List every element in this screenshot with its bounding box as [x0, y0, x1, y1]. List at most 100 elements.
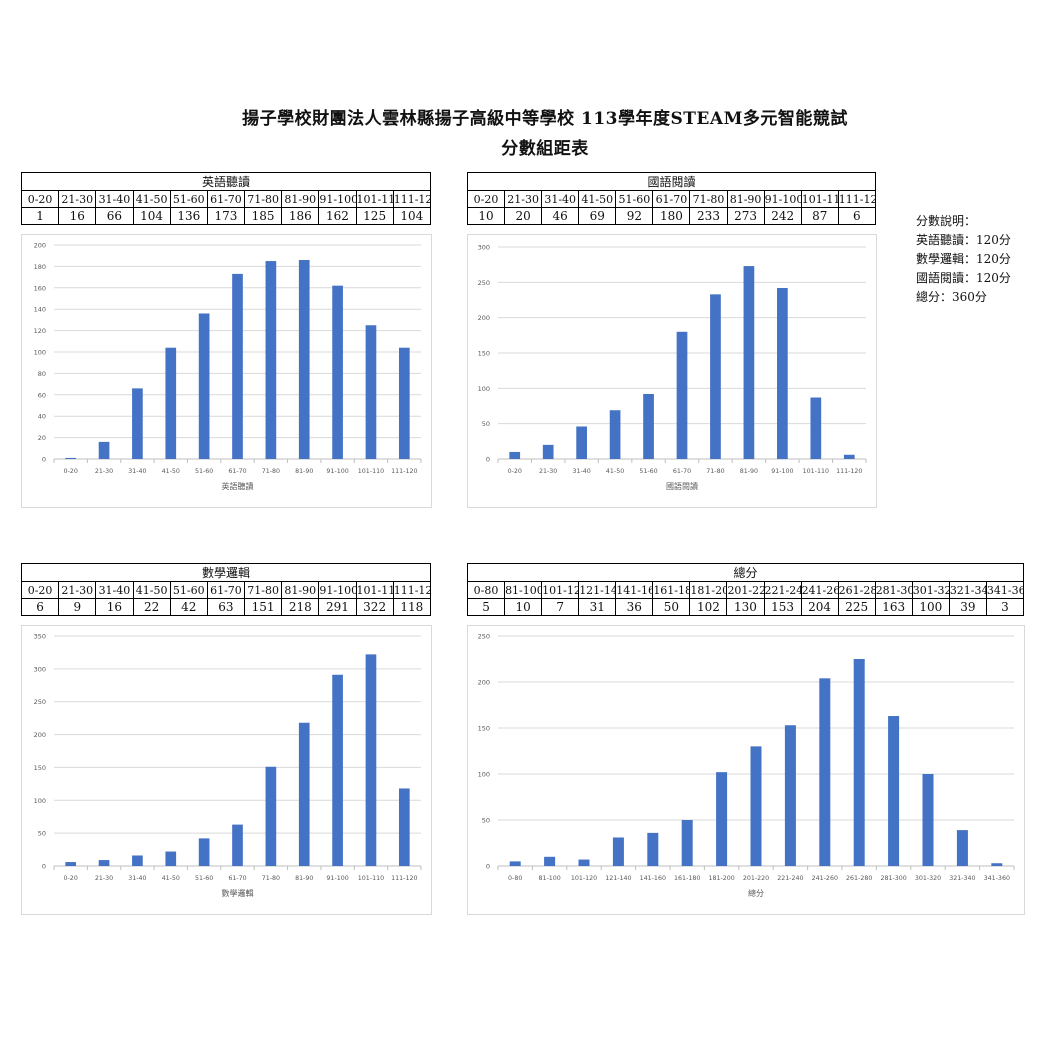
table-header-cell: 51-60 [169, 581, 208, 599]
x-tick-label: 81-100 [538, 875, 560, 882]
table-value-cell: 163 [874, 598, 913, 616]
table-value-cell: 31 [578, 598, 617, 616]
bar [132, 388, 143, 459]
table-value-cell: 233 [689, 207, 728, 225]
distribution-table-english: 英語聽讀 0-20 21-30 31-40 41-50 51-60 61-70 71-80 81… [20, 172, 431, 225]
table-value-cell: 10 [466, 207, 506, 225]
y-tick-label: 120 [34, 327, 46, 335]
table-value-cell: 69 [578, 207, 617, 225]
y-tick-label: 250 [478, 633, 490, 641]
table-value-cell: 118 [392, 598, 431, 616]
table-header-cell: 81-90 [726, 190, 765, 208]
x-tick-label: 41-50 [162, 875, 180, 882]
x-tick-label: 71-80 [262, 875, 280, 882]
bar [716, 772, 728, 866]
bar [643, 393, 654, 459]
bar [509, 451, 521, 459]
bar [576, 426, 587, 459]
table-header-cell: 301-320 [911, 581, 950, 599]
x-tick-label: 101-110 [358, 468, 384, 475]
bar [65, 457, 77, 459]
distribution-table-chinese: 國語閱讀 0-20 21-30 31-40 41-50 51-60 61-70 71-80 81… [466, 172, 876, 225]
score-note-line: 英語聽讀：120分 [916, 233, 1011, 247]
x-tick-label: 71-80 [262, 468, 280, 475]
y-tick-label: 50 [38, 830, 46, 838]
score-note: 分數說明： 英語聽讀：120分 數學邏輯：120分 國語閱讀：120分 總分：3… [916, 212, 1011, 307]
x-tick-label: 221-240 [777, 875, 803, 882]
bar [612, 837, 624, 866]
bar [542, 444, 554, 459]
x-tick-label: 31-40 [572, 468, 590, 475]
table-header-cell: 101-120 [541, 581, 580, 599]
table-value-cell: 225 [837, 598, 876, 616]
x-tick-label: 91-100 [771, 468, 793, 475]
x-axis-title: 國語閱讀 [666, 481, 698, 491]
bar [743, 266, 755, 459]
table-value-cell: 130 [726, 598, 765, 616]
x-tick-label: 111-120 [391, 875, 417, 882]
table-header-cell: 341-360 [985, 581, 1025, 599]
x-tick-label: 121-140 [605, 875, 631, 882]
table-value-cell: 5 [466, 598, 506, 616]
bar [819, 678, 831, 866]
table-value-cell: 100 [911, 598, 950, 616]
bar [843, 454, 855, 459]
y-tick-label: 60 [38, 391, 46, 399]
y-tick-label: 150 [34, 764, 46, 772]
table-value-cell: 46 [541, 207, 580, 225]
table-value-cell: 87 [800, 207, 839, 225]
table-header-cell: 91-100 [318, 190, 357, 208]
y-tick-label: 150 [478, 350, 490, 358]
table-value-cell: 9 [58, 598, 97, 616]
table-header-cell: 21-30 [58, 581, 97, 599]
bar [332, 285, 343, 459]
x-axis-title: 總分 [748, 888, 764, 898]
x-tick-label: 161-180 [674, 875, 700, 882]
table-value-cell: 1 [20, 207, 60, 225]
table-value-cell: 36 [615, 598, 654, 616]
bar [365, 654, 377, 866]
y-tick-label: 150 [478, 725, 490, 733]
table-header-cell: 0-80 [466, 581, 506, 599]
y-tick-label: 250 [34, 698, 46, 706]
table-title: 數學邏輯 [21, 563, 431, 582]
x-tick-label: 21-30 [95, 875, 113, 882]
x-tick-label: 181-200 [708, 875, 734, 882]
page-title: 揚子學校財團法人雲林縣揚子高級中等學校 113學年度STEAM多元智能競試 [242, 109, 848, 129]
table-header-cell: 31-40 [95, 190, 134, 208]
chart-svg: 0 20 40 60 80 100 120 140 160 180 200 0-20 21-30 31-4… [34, 242, 422, 491]
x-tick-label: 51-60 [195, 468, 213, 475]
chart-svg: 0 50 100 150 200 250 0-80 81-100 101-120 121-140 1… [478, 633, 1015, 898]
table-value-cell: 16 [58, 207, 97, 225]
bar [332, 674, 343, 866]
bar [777, 287, 788, 459]
table-header-cell: 91-100 [318, 581, 357, 599]
table-header-cell: 121-140 [578, 581, 617, 599]
y-tick-label: 20 [38, 434, 46, 442]
y-tick-label: 350 [34, 633, 46, 641]
table-value-cell: 218 [281, 598, 320, 616]
x-tick-label: 21-30 [539, 468, 557, 475]
table-header-cell: 41-50 [132, 190, 171, 208]
x-tick-label: 51-60 [639, 468, 657, 475]
x-tick-label: 61-70 [228, 875, 246, 882]
x-tick-label: 281-300 [880, 875, 906, 882]
score-note-heading: 分數說明： [916, 214, 977, 228]
table-header-cell: 71-80 [244, 190, 283, 208]
x-tick-label: 0-20 [64, 875, 78, 882]
score-note-line: 國語閱讀：120分 [916, 271, 1011, 285]
table-title: 總分 [466, 563, 1025, 582]
x-tick-label: 241-260 [812, 875, 838, 882]
score-note-line: 總分：360分 [916, 290, 987, 304]
table-header-cell: 0-20 [466, 190, 506, 208]
bar [232, 824, 243, 866]
bar [298, 722, 310, 866]
score-note-line: 數學邏輯：120分 [916, 252, 1011, 266]
table-value-cell: 92 [615, 207, 654, 225]
y-tick-label: 50 [482, 817, 490, 825]
table-value-cell: 50 [652, 598, 691, 616]
table-header-cell: 181-200 [689, 581, 728, 599]
y-tick-label: 80 [38, 370, 46, 378]
table-header-cell: 71-80 [244, 581, 283, 599]
y-tick-label: 180 [34, 263, 46, 271]
